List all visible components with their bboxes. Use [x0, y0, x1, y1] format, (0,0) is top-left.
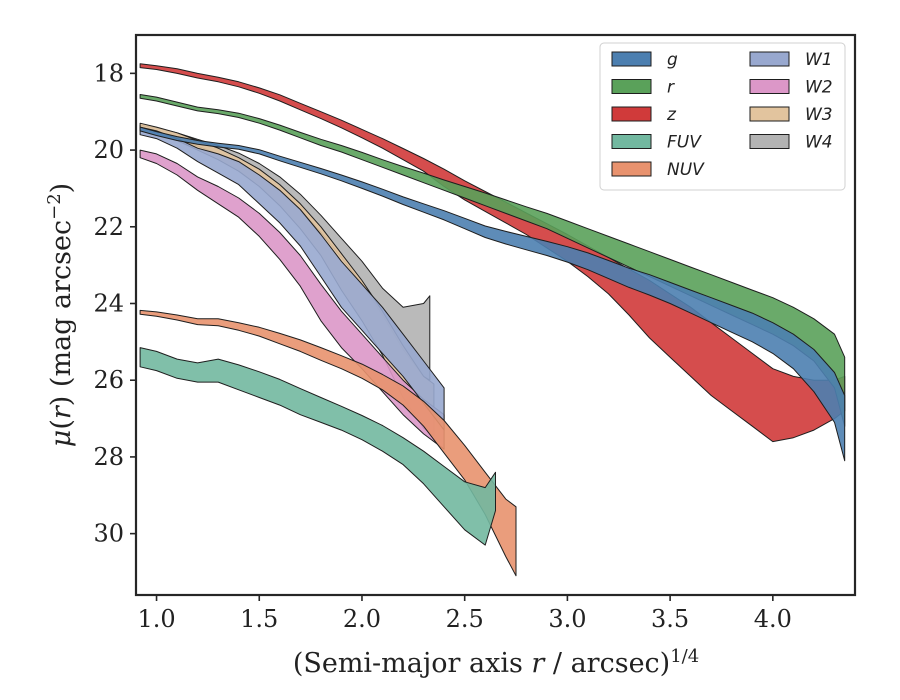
band-nuv [139, 309, 517, 577]
x-tick-label: 1.0 [137, 605, 175, 633]
x-tick-label: 3.0 [548, 605, 586, 633]
legend: grz FUV NUV W1 W2 W3 W4 [599, 42, 846, 191]
legend-swatch-z [611, 106, 652, 122]
y-axis-ticks: 18 20 22 24 26 28 30 [93, 59, 136, 548]
y-tick-label: 22 [93, 213, 124, 241]
legend-swatch-w2 [749, 79, 790, 94]
y-tick-label: 28 [93, 443, 124, 471]
y-tick-label: 30 [93, 520, 124, 548]
y-tick-label: 18 [93, 59, 124, 87]
band-g [139, 126, 846, 462]
x-tick-label: 4.0 [754, 605, 792, 633]
legend-label-w3: W3 [805, 105, 833, 125]
legend-label-fuv: FUV [667, 133, 702, 153]
y-axis-label: μ(r) (mag arcsec−2) [44, 183, 78, 447]
y-tick-label: 24 [93, 289, 124, 317]
legend-swatch-nuv [611, 161, 652, 177]
plot-frame [134, 33, 857, 597]
legend-label-r: r [667, 78, 675, 98]
x-tick-label: 3.5 [651, 605, 689, 633]
legend-swatch-w3 [749, 106, 790, 122]
legend-label-z: z [666, 105, 677, 125]
legend-label-w2: W2 [805, 78, 833, 98]
legend-label-nuv: NUV [667, 160, 705, 180]
x-axis-label: (Semi-major axis r / arcsec)1/4 [293, 646, 699, 680]
legend-label-g: g [667, 50, 678, 70]
legend-swatch-w1 [749, 51, 790, 67]
legend-label-w4: W4 [805, 133, 833, 153]
band-fuv [139, 347, 496, 546]
legend-label-w1: W1 [805, 50, 833, 70]
x-tick-label: 2.0 [343, 605, 381, 633]
legend-swatch-g [611, 51, 652, 67]
x-tick-label: 2.5 [446, 605, 484, 633]
x-axis-ticks: 1.0 1.5 2.0 2.5 3.0 3.5 4.0 [137, 595, 792, 633]
legend-swatch-fuv [611, 134, 652, 149]
x-tick-label: 1.5 [240, 605, 278, 633]
legend-swatch-r [611, 79, 652, 94]
profile-bands [139, 63, 846, 577]
y-tick-label: 26 [93, 366, 124, 394]
y-tick-label: 20 [93, 136, 124, 164]
legend-swatch-w4 [749, 134, 790, 149]
